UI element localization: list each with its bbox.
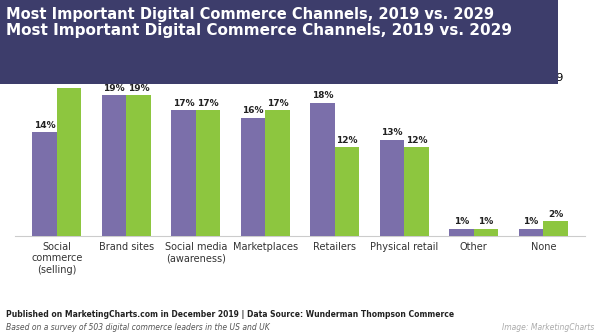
Text: 14%: 14%	[34, 121, 55, 130]
Text: 19%: 19%	[128, 84, 149, 93]
Text: Image: MarketingCharts: Image: MarketingCharts	[502, 323, 594, 332]
Text: 12%: 12%	[406, 136, 427, 145]
Bar	[57, 88, 81, 236]
Text: Most Important Digital Commerce Channels, 2019 vs. 2029: Most Important Digital Commerce Channels…	[6, 7, 494, 23]
Bar	[102, 95, 126, 236]
Bar	[32, 132, 57, 236]
Text: 1%: 1%	[524, 217, 539, 226]
Bar	[241, 118, 265, 236]
Bar	[543, 221, 568, 236]
Text: 19%: 19%	[103, 84, 125, 93]
Text: Most Important Digital Commerce Channels, 2019 vs. 2029: Most Important Digital Commerce Channels…	[6, 23, 512, 38]
Bar	[196, 110, 220, 236]
Bar	[519, 228, 543, 236]
Bar	[449, 228, 474, 236]
Text: Based on a survey of 503 digital commerce leaders in the US and UK: Based on a survey of 503 digital commerc…	[6, 323, 270, 332]
Text: 17%: 17%	[173, 99, 194, 108]
Text: 13%: 13%	[382, 129, 403, 138]
Text: 1%: 1%	[454, 217, 469, 226]
Legend: 2019, 2029: 2019, 2029	[447, 67, 568, 87]
Bar	[126, 95, 151, 236]
Text: 12%: 12%	[336, 136, 358, 145]
Bar	[310, 103, 335, 236]
Text: 16%: 16%	[242, 106, 264, 115]
Text: 17%: 17%	[266, 99, 288, 108]
Text: 18%: 18%	[312, 92, 334, 101]
Text: 2%: 2%	[548, 210, 563, 219]
Bar	[404, 147, 428, 236]
Text: 17%: 17%	[197, 99, 219, 108]
Text: 1%: 1%	[478, 217, 494, 226]
Bar	[474, 228, 498, 236]
Text: 20%: 20%	[58, 77, 80, 86]
Bar	[265, 110, 290, 236]
Bar	[335, 147, 359, 236]
Text: Published on MarketingCharts.com in December 2019 | Data Source: Wunderman Thomp: Published on MarketingCharts.com in Dece…	[6, 310, 454, 319]
Bar	[380, 140, 404, 236]
Bar	[172, 110, 196, 236]
